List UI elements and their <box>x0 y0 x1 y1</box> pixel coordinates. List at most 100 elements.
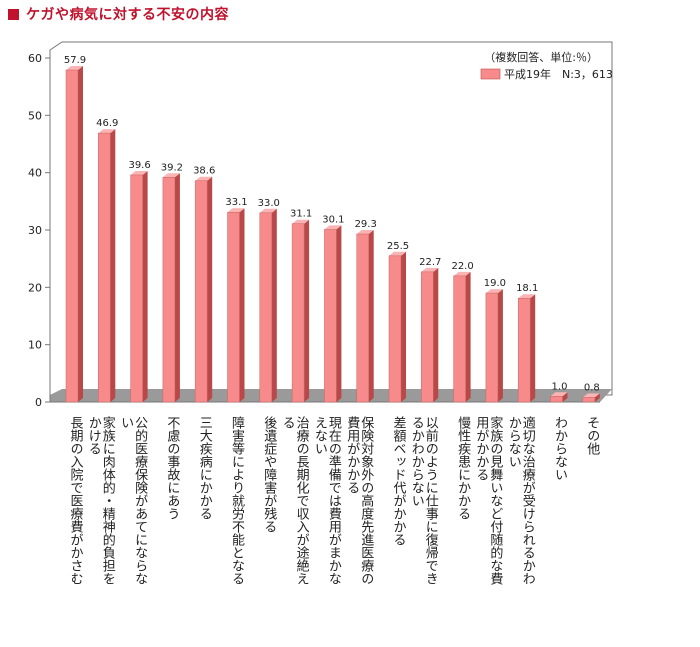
category-label-12: 慢性疾患にかかる <box>455 415 471 520</box>
bar-top-7 <box>292 219 310 224</box>
data-label-9: 29.3 <box>355 219 377 230</box>
bar-side-10 <box>401 251 406 402</box>
bar-front-13 <box>485 292 499 403</box>
bar-side-0 <box>78 66 83 402</box>
bar-4 <box>194 176 213 403</box>
bar-side-14 <box>530 294 536 402</box>
bar-top-16 <box>582 393 600 398</box>
data-label-11: 22.7 <box>419 257 441 268</box>
bar-top-8 <box>324 225 342 230</box>
category-label-3: 不慮の事故にあう <box>164 416 180 520</box>
data-label-15: 1.0 <box>552 381 568 392</box>
y-tick-label-1: 10 <box>28 339 42 352</box>
data-label-10: 25.5 <box>387 241 409 252</box>
bar-9 <box>356 230 374 403</box>
bar-top-10 <box>389 251 406 256</box>
category-label-6: 後遺症や障害が残る <box>261 416 277 533</box>
data-label-0: 57.9 <box>64 55 86 66</box>
bar-front-15 <box>550 396 563 403</box>
category-label-7: 治療の長期化で収入が途絶える <box>280 416 310 585</box>
y-tick-label-2: 20 <box>28 281 42 294</box>
category-label-1: 家族に肉体的・精神的負担をかける <box>86 415 116 585</box>
y-tick-label-5: 50 <box>28 109 42 122</box>
page-title: ケガや病気に対する不安の内容 <box>8 4 229 24</box>
bar-front-0 <box>65 69 79 403</box>
bar-14 <box>517 294 536 403</box>
bar-front-16 <box>582 397 596 403</box>
bar-top-3 <box>162 173 180 178</box>
bar-side-12 <box>465 271 471 402</box>
data-label-2: 39.6 <box>128 160 150 171</box>
bar-0 <box>65 66 83 403</box>
category-label-14: 適切な治療が受けられるかわからない <box>506 415 536 585</box>
category-label-13: 家族の見舞いなど付随的な費用がかかる <box>473 415 503 585</box>
bar-top-15 <box>550 392 568 397</box>
bar-top-9 <box>356 230 374 235</box>
data-label-14: 18.1 <box>516 283 538 294</box>
bar-top-2 <box>130 170 148 175</box>
bar-1 <box>98 129 116 403</box>
category-label-16: その他 <box>584 416 600 456</box>
bar-front-7 <box>291 223 305 403</box>
y-tick-label-6: 60 <box>28 52 42 65</box>
bar-2 <box>130 170 148 403</box>
data-label-12: 22.0 <box>451 261 473 272</box>
category-label-4: 三大疾病にかかる <box>197 416 213 520</box>
bar-10 <box>388 251 406 403</box>
bar-6 <box>259 208 277 403</box>
y-tick-label-0: 0 <box>35 396 42 409</box>
y-tick-label-4: 40 <box>28 167 42 180</box>
data-label-8: 30.1 <box>322 214 344 225</box>
bar-front-12 <box>453 275 466 403</box>
bar-side-9 <box>368 230 374 402</box>
bar-top-14 <box>518 294 536 299</box>
bar-front-6 <box>259 212 273 403</box>
bar-3 <box>162 173 180 403</box>
category-label-0: 長期の入院で医療費がかさむ <box>68 416 84 585</box>
bar-side-7 <box>304 219 310 402</box>
legend-series-name: 平成19年 N:3，613 <box>504 67 613 81</box>
bar-side-5 <box>239 208 245 402</box>
data-label-16: 0.8 <box>584 382 600 393</box>
data-label-6: 33.0 <box>258 198 280 209</box>
bar-top-1 <box>98 129 116 134</box>
category-label-5: 障害等により就労不能となる <box>229 416 245 585</box>
bar-side-3 <box>174 173 180 402</box>
bar-top-6 <box>259 208 277 213</box>
bar-12 <box>453 271 471 403</box>
category-label-2: 公的医療保険があてにならない <box>118 416 148 585</box>
bar-side-8 <box>336 225 342 402</box>
data-label-5: 33.1 <box>225 197 247 208</box>
bar-7 <box>291 219 310 403</box>
bar-side-13 <box>497 289 503 402</box>
y-tick-label-3: 30 <box>28 224 42 237</box>
bar-front-1 <box>98 132 111 403</box>
data-label-7: 31.1 <box>290 209 312 220</box>
bar-top-12 <box>453 271 471 276</box>
bar-side-1 <box>110 129 116 402</box>
bar-16 <box>582 393 600 403</box>
category-label-10: 差額ベッド代がかかる <box>391 416 407 546</box>
legend: （複数回答、単位:％） 平成19年 N:3，613 <box>480 50 613 81</box>
bar-side-2 <box>142 170 148 402</box>
bar-top-4 <box>195 176 213 181</box>
data-label-1: 46.9 <box>96 118 118 129</box>
page-title-text: ケガや病気に対する不安の内容 <box>26 7 229 23</box>
category-label-15: わからない <box>552 416 568 481</box>
bar-front-9 <box>356 233 369 403</box>
data-label-3: 39.2 <box>161 162 183 173</box>
bar-side-15 <box>562 392 568 402</box>
bar-front-4 <box>194 180 208 403</box>
bar-8 <box>324 225 342 403</box>
bar-side-16 <box>594 393 600 402</box>
category-label-11: 以前のように仕事に復帰できるかわからない <box>409 416 439 585</box>
data-label-4: 38.6 <box>193 166 215 177</box>
title-marker-icon <box>8 8 19 20</box>
bar-front-3 <box>162 177 176 403</box>
bar-front-5 <box>227 211 240 403</box>
bar-front-14 <box>517 297 531 403</box>
category-label-9: 保険対象外の高度先進医療の費用がかかる <box>344 416 374 585</box>
bar-top-13 <box>485 289 503 294</box>
bar-side-6 <box>271 208 277 402</box>
